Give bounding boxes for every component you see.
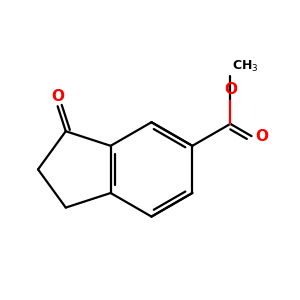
Text: O: O (255, 129, 268, 144)
Text: CH$_3$: CH$_3$ (232, 58, 259, 74)
Text: O: O (224, 82, 237, 97)
Text: O: O (51, 89, 64, 104)
